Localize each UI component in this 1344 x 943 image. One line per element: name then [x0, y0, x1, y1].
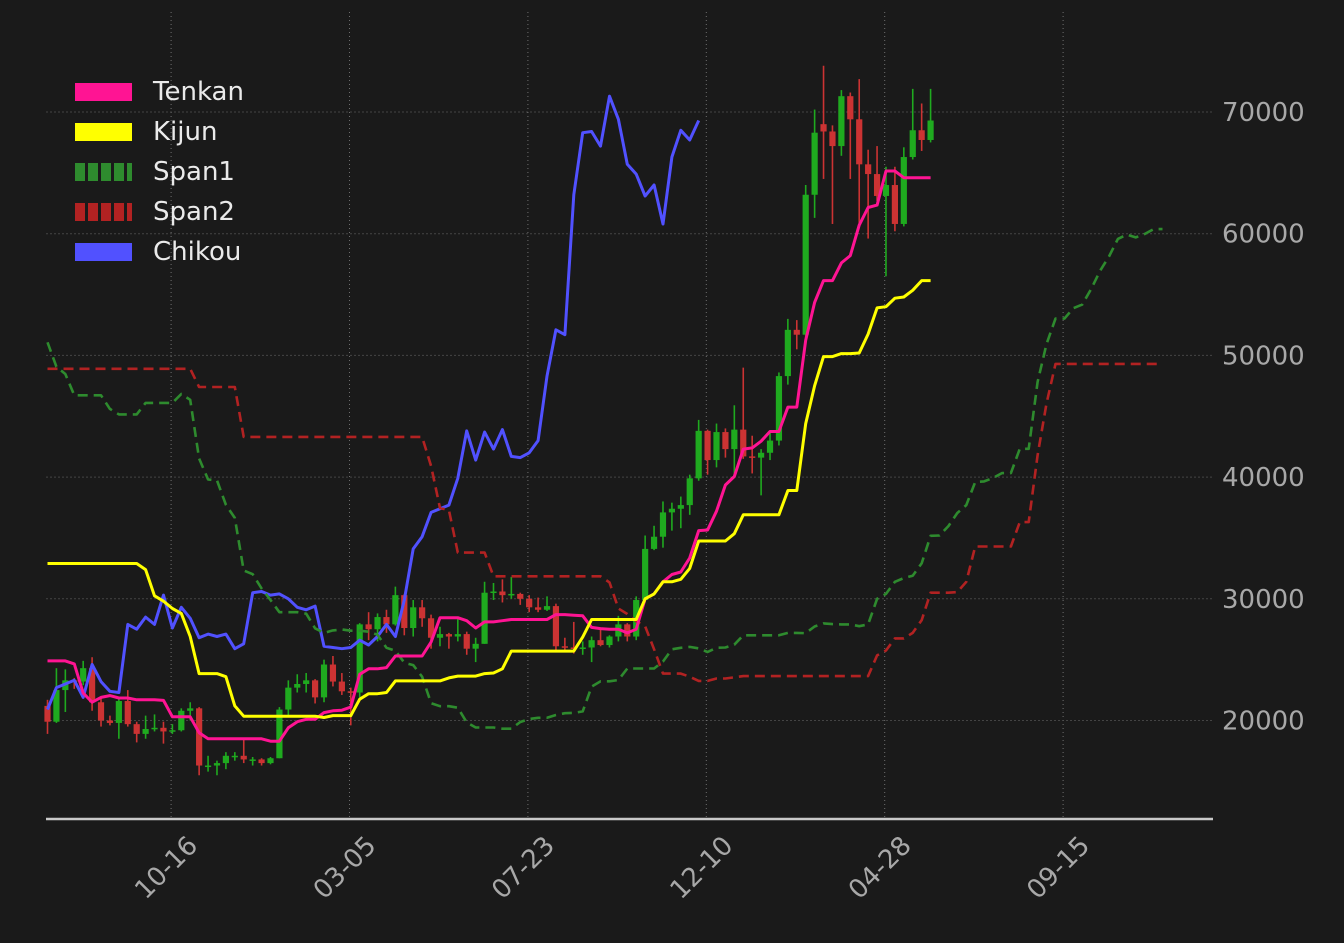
- y-tick-label: 30000: [1222, 585, 1305, 615]
- chikou-line: [46, 94, 701, 711]
- legend-item-tenkan: Tenkan: [75, 72, 244, 112]
- y-tick-labels: 20000 30000 40000 50000 60000 70000: [1222, 98, 1305, 737]
- legend-item-chikou: Chikou: [75, 232, 244, 272]
- y-tick-label: 20000: [1222, 707, 1305, 737]
- tenkan-line: [47, 169, 931, 743]
- legend-label: Span2: [153, 197, 235, 227]
- legend: Tenkan Kijun Span1 Span2 Chikou: [75, 72, 244, 272]
- span2-swatch-icon: [75, 203, 132, 221]
- x-tick-label: 07-23: [486, 831, 561, 906]
- tenkan-swatch-icon: [75, 83, 132, 101]
- kijun-swatch-icon: [75, 123, 132, 141]
- legend-item-kijun: Kijun: [75, 112, 244, 152]
- y-tick-label: 50000: [1222, 341, 1305, 371]
- y-tick-label: 60000: [1222, 220, 1305, 250]
- span1-swatch-icon: [75, 163, 132, 181]
- x-tick-label: 09-15: [1021, 831, 1096, 906]
- legend-label: Chikou: [153, 237, 242, 267]
- y-tick-label: 40000: [1222, 463, 1305, 493]
- span1-line: [46, 227, 1163, 730]
- chikou-swatch-icon: [75, 243, 132, 261]
- x-tick-label: 10-16: [129, 831, 204, 906]
- legend-item-span2: Span2: [75, 192, 244, 232]
- legend-item-span1: Span1: [75, 152, 244, 192]
- x-tick-labels: 10-16 03-05 07-23 12-10 04-28 09-15: [129, 831, 1096, 906]
- x-tick-label: 12-10: [665, 831, 740, 906]
- grid-layer: [46, 12, 1213, 819]
- legend-label: Span1: [153, 157, 235, 187]
- legend-label: Tenkan: [153, 77, 244, 107]
- kijun-line: [47, 279, 931, 719]
- x-tick-label: 03-05: [308, 831, 383, 906]
- y-tick-label: 70000: [1222, 98, 1305, 128]
- legend-label: Kijun: [153, 117, 218, 147]
- x-tick-label: 04-28: [843, 831, 918, 906]
- span2-line: [47, 362, 1163, 683]
